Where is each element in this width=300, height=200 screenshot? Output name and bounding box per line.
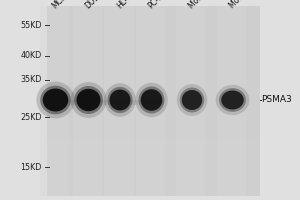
Bar xyxy=(46,34,260,44)
Bar xyxy=(46,6,260,16)
Bar xyxy=(46,130,260,139)
Ellipse shape xyxy=(107,87,133,113)
Ellipse shape xyxy=(182,90,202,110)
Bar xyxy=(40,6,69,196)
Text: 25KD: 25KD xyxy=(20,112,42,121)
Text: MCF7: MCF7 xyxy=(51,0,72,10)
Text: PC-3: PC-3 xyxy=(147,0,165,10)
Bar xyxy=(44,100,164,105)
Text: Mouse spleen: Mouse spleen xyxy=(228,0,271,10)
Bar xyxy=(46,53,260,63)
Bar xyxy=(46,72,260,82)
Bar xyxy=(46,186,260,196)
Ellipse shape xyxy=(221,90,244,110)
Bar xyxy=(46,139,260,148)
Bar xyxy=(46,82,260,92)
Ellipse shape xyxy=(70,82,106,118)
Bar xyxy=(73,6,102,196)
Bar xyxy=(46,110,260,120)
Text: 35KD: 35KD xyxy=(21,75,42,84)
Ellipse shape xyxy=(216,85,249,115)
Text: Mouse liver: Mouse liver xyxy=(187,0,225,10)
Ellipse shape xyxy=(177,84,207,116)
Ellipse shape xyxy=(74,86,103,114)
Bar xyxy=(46,120,260,130)
Ellipse shape xyxy=(36,82,75,118)
Bar xyxy=(46,158,260,168)
Ellipse shape xyxy=(43,88,68,112)
Bar xyxy=(46,148,260,158)
Bar xyxy=(217,6,246,196)
Text: 15KD: 15KD xyxy=(21,162,42,171)
Bar xyxy=(46,63,260,73)
Ellipse shape xyxy=(219,88,246,112)
Bar xyxy=(46,16,260,25)
Ellipse shape xyxy=(104,83,136,117)
Bar xyxy=(136,6,165,196)
Bar xyxy=(46,92,260,101)
Bar xyxy=(46,44,260,53)
Ellipse shape xyxy=(135,83,168,117)
Bar xyxy=(46,177,260,186)
Ellipse shape xyxy=(141,89,162,111)
Ellipse shape xyxy=(139,86,164,114)
Bar xyxy=(104,6,134,196)
Bar xyxy=(46,168,260,177)
Bar xyxy=(46,25,260,34)
Bar xyxy=(46,6,260,196)
Text: 55KD: 55KD xyxy=(20,21,42,29)
Text: HL-60: HL-60 xyxy=(115,0,137,10)
Ellipse shape xyxy=(110,90,130,110)
Ellipse shape xyxy=(40,86,71,114)
Bar xyxy=(46,101,260,110)
Text: PSMA3: PSMA3 xyxy=(262,96,292,104)
Text: 40KD: 40KD xyxy=(21,51,42,60)
Ellipse shape xyxy=(76,89,100,111)
Ellipse shape xyxy=(180,88,204,112)
Bar xyxy=(176,6,206,196)
Text: DU145: DU145 xyxy=(84,0,108,10)
